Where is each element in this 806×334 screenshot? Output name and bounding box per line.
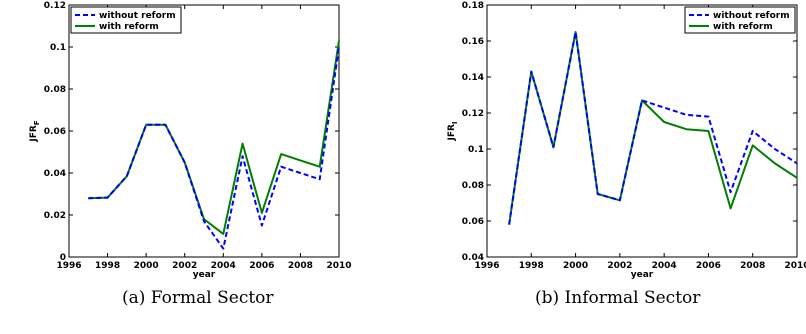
- y-tick-label: 0.16: [462, 37, 484, 47]
- y-axis-label-main: JFR: [447, 124, 457, 141]
- x-tick-label: 2002: [607, 261, 632, 271]
- x-tick-label: 1996: [56, 261, 81, 271]
- x-tick-label: 1996: [474, 261, 499, 271]
- y-tick-label: 0.06: [44, 127, 66, 137]
- x-tick-label: 2000: [563, 261, 588, 271]
- y-tick-label: 0.04: [462, 253, 484, 263]
- y-axis-label-main: JFR: [29, 125, 39, 142]
- x-tick-label: 1998: [95, 261, 120, 271]
- y-tick-label: 0.1: [468, 145, 484, 155]
- x-tick-label: 2008: [740, 261, 765, 271]
- y-tick-label: 0.08: [44, 85, 66, 95]
- y-axis-label-subscript: I: [451, 121, 459, 124]
- caption-informal-sector: (b) Informal Sector: [535, 288, 701, 308]
- x-tick-label: 2006: [696, 261, 721, 271]
- legend-label: with reform: [713, 22, 773, 32]
- x-tick-label: 2010: [784, 261, 806, 271]
- plot-area: [486, 4, 798, 258]
- y-tick-label: 0.06: [462, 217, 484, 227]
- x-axis-label: year: [193, 270, 216, 280]
- x-tick-label: 2004: [652, 261, 677, 271]
- x-tick-label: 2002: [172, 261, 197, 271]
- legend-label: without reform: [99, 11, 176, 21]
- y-tick-label: 0.08: [462, 181, 484, 191]
- x-tick-label: 2004: [211, 261, 236, 271]
- plot-area: [68, 4, 340, 258]
- y-tick-label: 0.1: [50, 43, 66, 53]
- y-tick-label: 0.04: [44, 169, 66, 179]
- series-without-reform-line: [88, 46, 340, 250]
- x-axis-label: year: [631, 270, 654, 280]
- y-axis-label: JFRF: [29, 120, 41, 142]
- y-tick-label: 0.02: [44, 211, 66, 221]
- x-tick-label: 2000: [134, 261, 159, 271]
- y-tick-label: 0: [60, 253, 66, 263]
- y-axis-label: JFRI: [447, 121, 459, 141]
- x-tick-label: 1998: [519, 261, 544, 271]
- caption-formal-sector: (a) Formal Sector: [122, 288, 274, 308]
- series-without-reform-line: [508, 31, 798, 225]
- legend-label: without reform: [713, 11, 790, 21]
- x-tick-label: 2010: [326, 261, 351, 271]
- x-tick-label: 2008: [288, 261, 313, 271]
- y-tick-label: 0.12: [462, 109, 484, 119]
- legend-box: [70, 6, 182, 34]
- y-tick-label: 0.12: [44, 1, 66, 11]
- y-tick-label: 0.18: [462, 1, 484, 11]
- legend-box: [684, 6, 796, 34]
- y-tick-label: 0.14: [462, 73, 484, 83]
- legend-label: with reform: [99, 22, 159, 32]
- y-axis-label-subscript: F: [33, 120, 41, 125]
- x-tick-label: 2006: [249, 261, 274, 271]
